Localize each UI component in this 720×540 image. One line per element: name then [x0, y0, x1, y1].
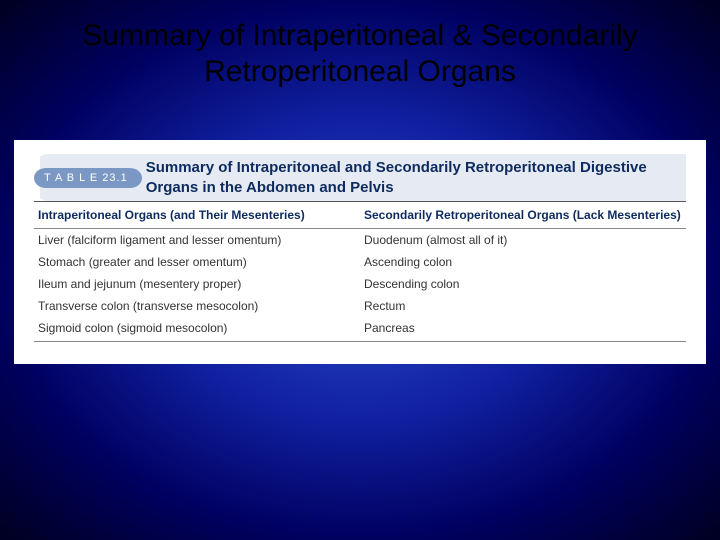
- cell: Liver (falciform ligament and lesser ome…: [34, 229, 360, 252]
- cell: Sigmoid colon (sigmoid mesocolon): [34, 317, 360, 342]
- table-container: T A B L E 23.1 Summary of Intraperitonea…: [14, 140, 706, 364]
- cell: Stomach (greater and lesser omentum): [34, 251, 360, 273]
- table-header-row: T A B L E 23.1 Summary of Intraperitonea…: [34, 154, 686, 201]
- organ-table: Intraperitoneal Organs (and Their Mesent…: [34, 201, 686, 342]
- table-header: Intraperitoneal Organs (and Their Mesent…: [34, 202, 686, 229]
- cell: Duodenum (almost all of it): [360, 229, 686, 252]
- cell: Rectum: [360, 295, 686, 317]
- table-row: Ileum and jejunum (mesentery proper) Des…: [34, 273, 686, 295]
- table-row: Sigmoid colon (sigmoid mesocolon) Pancre…: [34, 317, 686, 342]
- slide-title: Summary of Intraperitoneal & Secondarily…: [0, 0, 720, 90]
- cell: Descending colon: [360, 273, 686, 295]
- cell: Transverse colon (transverse mesocolon): [34, 295, 360, 317]
- table-row: Transverse colon (transverse mesocolon) …: [34, 295, 686, 317]
- cell: Ascending colon: [360, 251, 686, 273]
- col-header-2: Secondarily Retroperitoneal Organs (Lack…: [360, 202, 686, 229]
- table-badge: T A B L E 23.1: [34, 168, 142, 188]
- col-header-1: Intraperitoneal Organs (and Their Mesent…: [34, 202, 360, 229]
- table-caption: Summary of Intraperitoneal and Secondari…: [142, 154, 686, 201]
- cell: Ileum and jejunum (mesentery proper): [34, 273, 360, 295]
- table-row: Stomach (greater and lesser omentum) Asc…: [34, 251, 686, 273]
- cell: Pancreas: [360, 317, 686, 342]
- table-row: Liver (falciform ligament and lesser ome…: [34, 229, 686, 252]
